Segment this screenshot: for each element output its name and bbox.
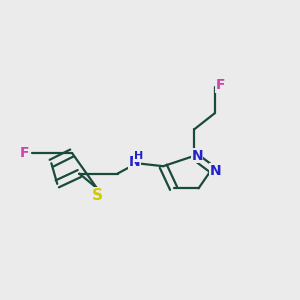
Text: N: N [129,155,140,169]
Text: F: F [20,146,30,160]
Text: S: S [92,188,103,203]
Text: F: F [216,78,225,92]
Text: N: N [191,149,203,163]
Text: N: N [210,164,221,178]
Text: H: H [134,152,143,161]
